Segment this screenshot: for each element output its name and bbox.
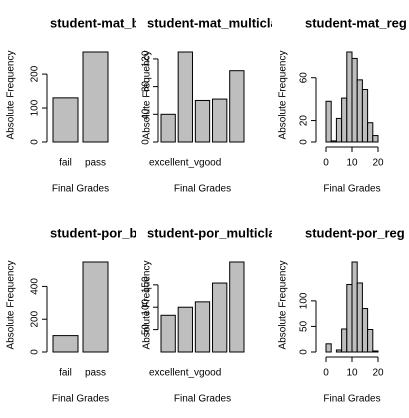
- chart-title: student-mat_binary: [50, 15, 171, 30]
- y-axis-label: Absolute Frequency: [142, 261, 153, 350]
- panel: student-por_reg Final Grades Absolute Freq…: [278, 225, 405, 404]
- panel: student-mat_binary Final Grades Absolute F…: [6, 15, 171, 195]
- y-tick-label: 400: [30, 278, 41, 295]
- bar: [160, 314, 176, 353]
- bar: [177, 306, 193, 353]
- x-tick-label: excellent_vgood: [149, 158, 221, 169]
- x-tick-label: 0: [323, 368, 329, 379]
- x-tick-label: 20: [372, 158, 384, 169]
- bar: [335, 349, 343, 353]
- x-axis-label: Final Grades: [52, 184, 109, 195]
- x-tick-label: fail: [59, 158, 72, 169]
- y-tick-label: 100: [30, 99, 41, 116]
- bar: [346, 284, 353, 353]
- chart-title: student-mat_reg: [305, 15, 407, 30]
- bar: [194, 301, 211, 353]
- bar: [52, 97, 79, 143]
- bar: [361, 89, 369, 143]
- x-axis-label: Final Grades: [323, 394, 380, 405]
- chart-title: student-por_reg: [305, 225, 405, 240]
- y-axis-label: Absolute Frequency: [142, 51, 153, 140]
- y-tick-label: 100: [299, 292, 310, 309]
- panel: student-mat_reg Final Grades Absolute Freq…: [278, 15, 407, 194]
- bar: [229, 70, 245, 143]
- y-tick-label: 20: [299, 115, 310, 127]
- bar: [351, 261, 358, 353]
- x-tick-label: excellent_vgood: [149, 368, 221, 379]
- bar: [330, 140, 337, 143]
- y-tick-label: 0: [30, 349, 41, 355]
- bar: [356, 282, 363, 353]
- bar: [341, 328, 348, 353]
- y-tick-label: 150: [141, 276, 152, 293]
- bar: [325, 100, 332, 143]
- x-tick-label: pass: [85, 158, 106, 169]
- y-axis-label: Absolute Frequency: [278, 51, 289, 140]
- x-tick-label: 20: [372, 368, 384, 379]
- y-axis-label: Absolute Frequency: [278, 261, 289, 350]
- panel: student-por_binary Final Grades Absolute F…: [6, 225, 169, 405]
- bar: [160, 113, 176, 143]
- bar: [361, 308, 369, 353]
- y-tick-label: 80: [141, 81, 152, 93]
- y-tick-label: 50: [299, 320, 310, 332]
- bar: [82, 51, 109, 143]
- y-tick-label: 0: [141, 139, 152, 145]
- y-tick-label: 200: [30, 65, 41, 82]
- x-axis-label: Final Grades: [323, 184, 380, 195]
- chart-title: student-mat_multicla: [147, 15, 279, 30]
- bar: [335, 117, 343, 143]
- x-tick-label: pass: [85, 368, 106, 379]
- y-axis-label: Absolute Frequency: [6, 261, 17, 350]
- panel: student-por_multicla Final Grades Absolute…: [141, 225, 276, 405]
- x-axis-label: Final Grades: [174, 394, 231, 405]
- bar: [229, 261, 245, 353]
- bar: [194, 99, 211, 143]
- y-tick-label: 0: [30, 139, 41, 145]
- y-tick-label: 100: [141, 298, 152, 315]
- bar: [356, 79, 363, 143]
- bar: [177, 51, 193, 143]
- bar: [351, 57, 358, 143]
- x-tick-label: 0: [323, 158, 329, 169]
- bar: [367, 122, 374, 143]
- bar: [372, 350, 379, 353]
- y-tick-label: 120: [141, 50, 152, 67]
- y-axis-label: Absolute Frequency: [6, 51, 17, 140]
- bar: [212, 282, 228, 353]
- chart-title: student-por_multicla: [147, 225, 276, 240]
- y-tick-label: 0: [299, 349, 310, 355]
- y-tick-label: 200: [30, 310, 41, 327]
- x-axis-label: Final Grades: [52, 394, 109, 405]
- bar: [346, 51, 353, 143]
- x-axis-label: Final Grades: [174, 184, 231, 195]
- panel: student-mat_multicla Final Grades Absolute…: [141, 15, 279, 195]
- y-tick-label: 60: [299, 72, 310, 84]
- y-tick-label: 0: [299, 139, 310, 145]
- bar: [341, 97, 348, 143]
- x-tick-label: 10: [346, 158, 358, 169]
- bar: [372, 135, 379, 143]
- bar: [52, 335, 79, 353]
- bar: [82, 261, 109, 353]
- bar: [325, 343, 332, 353]
- y-tick-label: 40: [141, 108, 152, 120]
- x-tick-label: 10: [346, 368, 358, 379]
- chart-title: student-por_binary: [50, 225, 169, 240]
- x-tick-label: fail: [59, 368, 72, 379]
- bar: [212, 98, 228, 143]
- y-tick-label: 50: [141, 324, 152, 336]
- bar: [367, 329, 374, 353]
